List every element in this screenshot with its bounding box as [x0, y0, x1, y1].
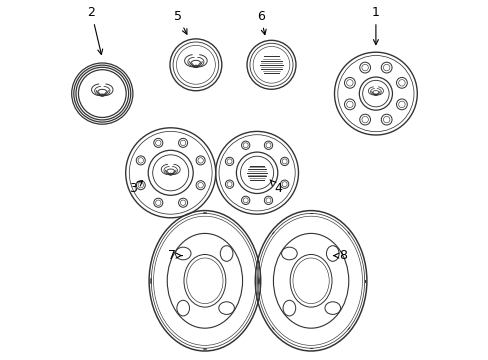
Text: 7: 7	[168, 249, 182, 262]
Text: 8: 8	[333, 249, 347, 262]
Text: 5: 5	[174, 10, 186, 34]
Text: 1: 1	[371, 6, 379, 45]
Text: 6: 6	[256, 10, 265, 35]
Text: 4: 4	[269, 180, 282, 195]
Text: 2: 2	[87, 6, 102, 54]
Text: 3: 3	[129, 181, 142, 195]
